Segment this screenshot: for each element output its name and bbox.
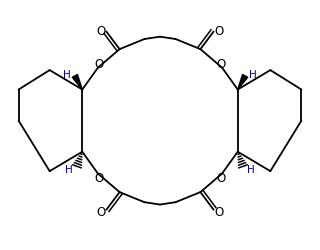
Text: O: O: [216, 58, 225, 71]
Text: H: H: [247, 165, 255, 175]
Text: H: H: [65, 165, 73, 175]
Polygon shape: [238, 75, 248, 90]
Text: H: H: [63, 70, 71, 80]
Text: O: O: [96, 24, 106, 38]
Text: O: O: [216, 171, 225, 184]
Text: O: O: [95, 58, 104, 71]
Text: H: H: [249, 70, 257, 80]
Polygon shape: [72, 75, 82, 90]
Text: O: O: [214, 205, 224, 218]
Text: O: O: [95, 171, 104, 184]
Text: O: O: [214, 24, 224, 38]
Text: O: O: [96, 205, 106, 218]
